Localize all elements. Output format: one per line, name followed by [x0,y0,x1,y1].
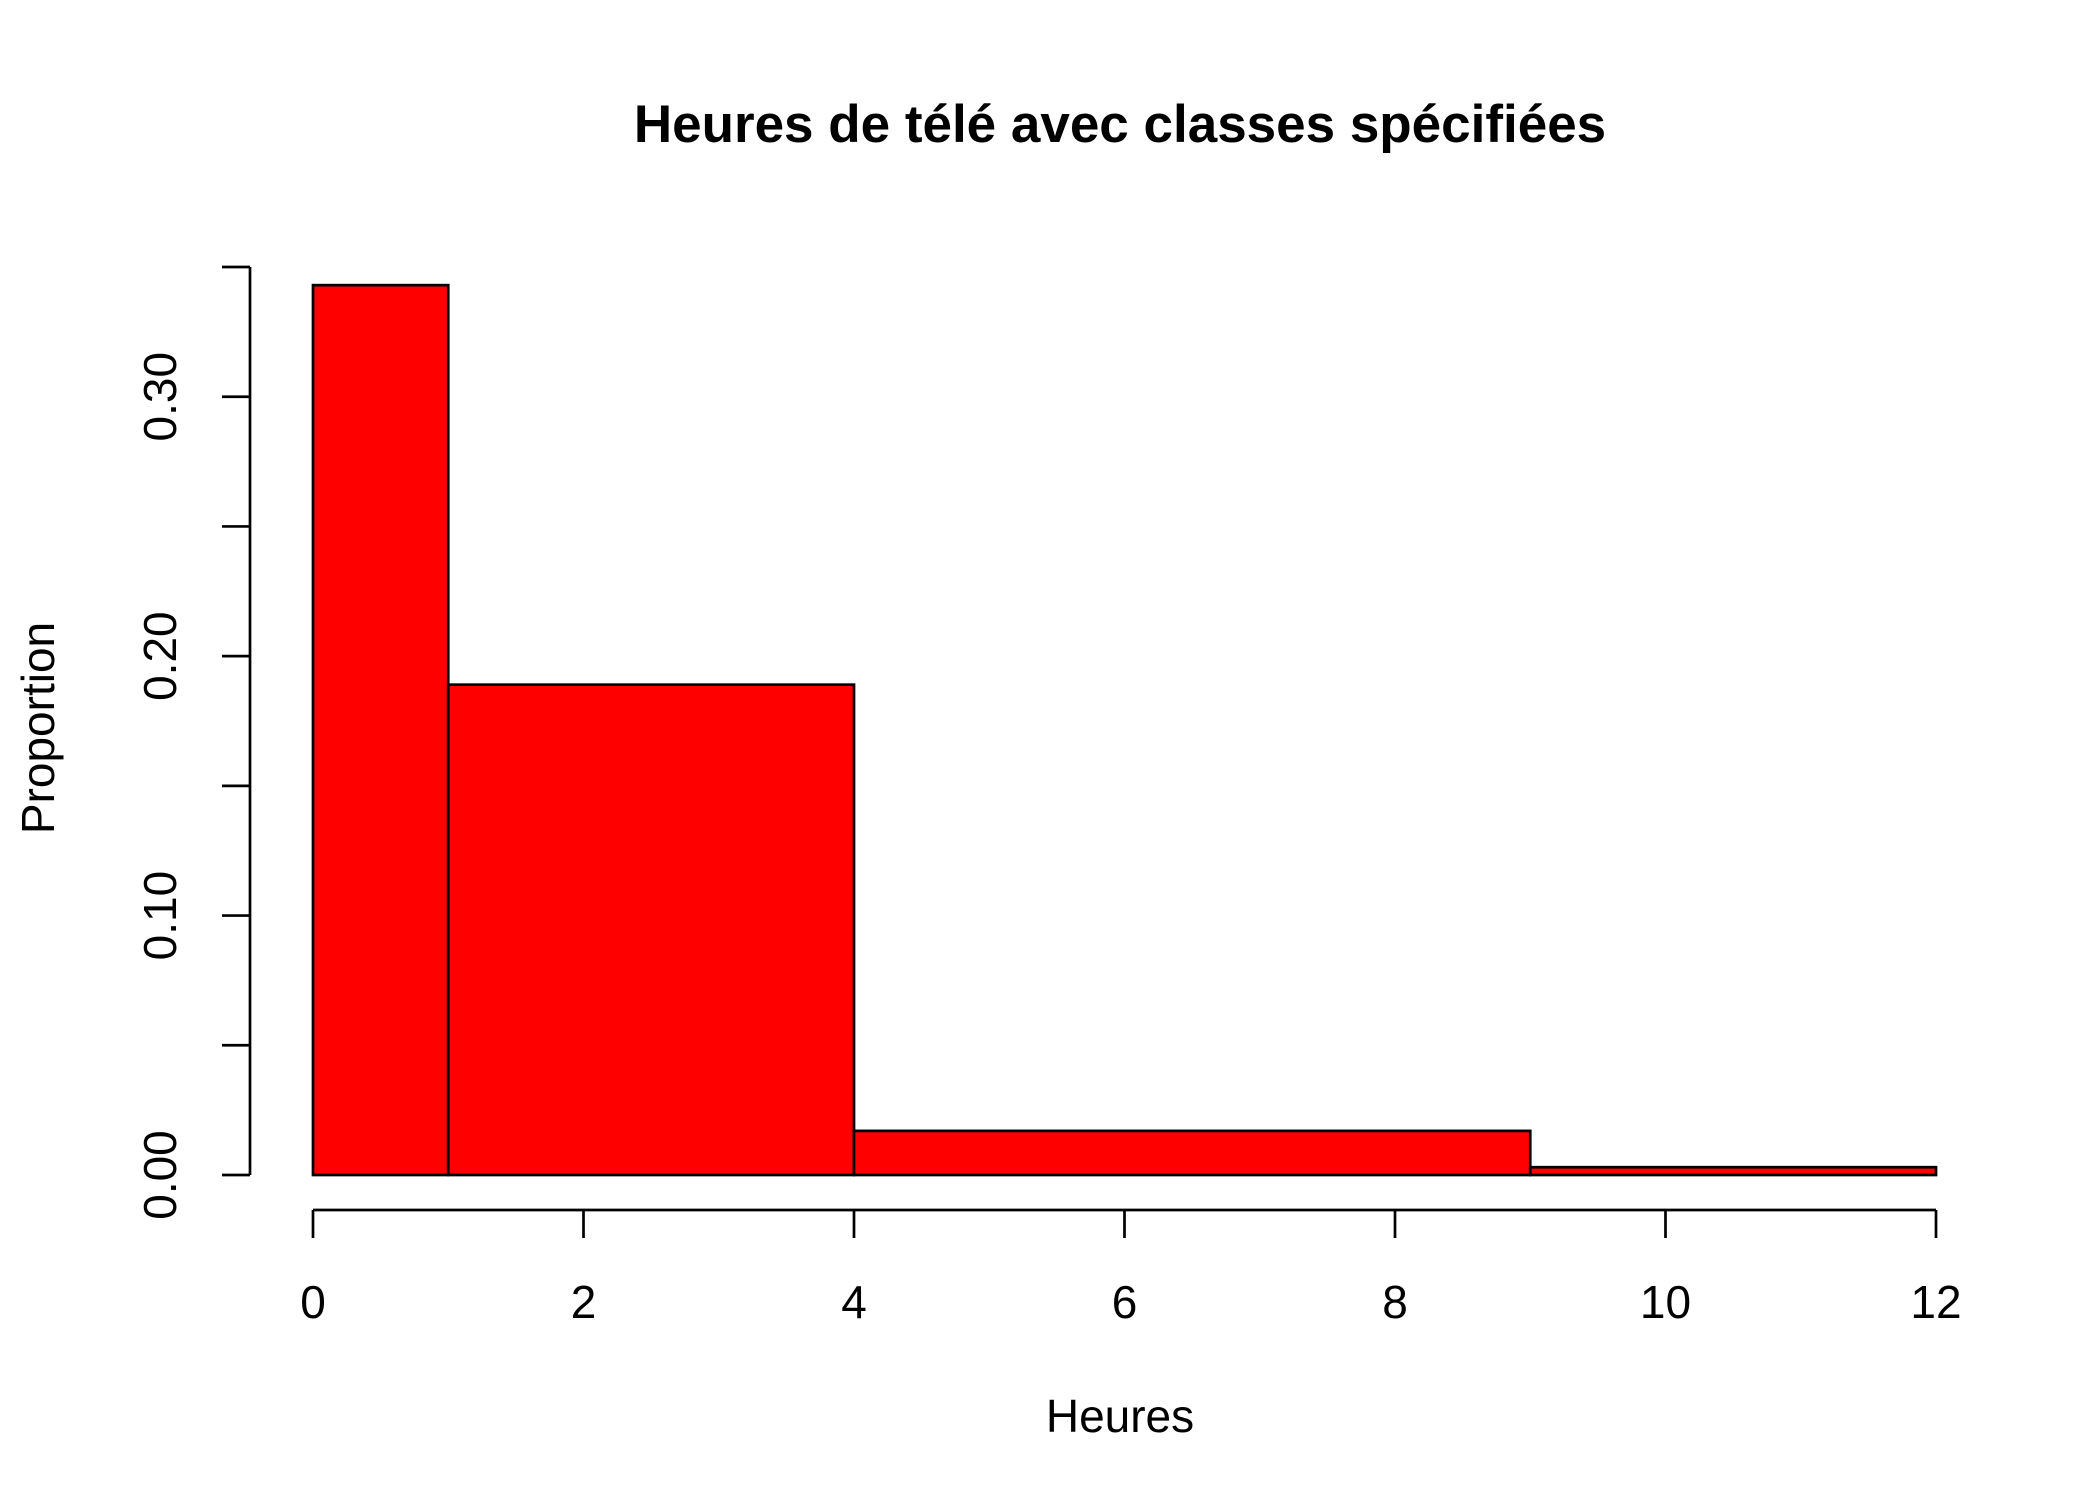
x-tick-label-0: 0 [300,1276,326,1328]
bars-group [311,283,1938,1177]
y-axis-label: Proportion [12,622,64,834]
x-tick-label-3: 6 [1112,1276,1138,1328]
chart-title: Heures de télé avec classes spécifiées [634,95,1606,154]
histogram-bar-3 [1528,1165,1938,1177]
y-tick-label-2: 0.10 [134,871,186,961]
x-tick-label-6: 12 [1910,1276,1961,1328]
x-tick-label-4: 8 [1382,1276,1408,1328]
x-axis-label: Heures [1046,1390,1194,1442]
histogram-bar-1 [446,683,856,1177]
histogram-bar-2 [852,1129,1532,1177]
y-tick-label-0: 0.00 [134,1130,186,1220]
y-tick-label-6: 0.30 [134,352,186,442]
y-axis: 0.00 0.10 0.20 0.30 [134,265,252,1220]
x-axis: 0 2 4 6 8 10 12 [300,1208,1962,1328]
x-tick-label-5: 10 [1640,1276,1691,1328]
y-tick-label-4: 0.20 [134,611,186,701]
histogram-bar-0 [311,283,450,1177]
x-tick-label-1: 2 [571,1276,597,1328]
x-tick-label-2: 4 [841,1276,867,1328]
